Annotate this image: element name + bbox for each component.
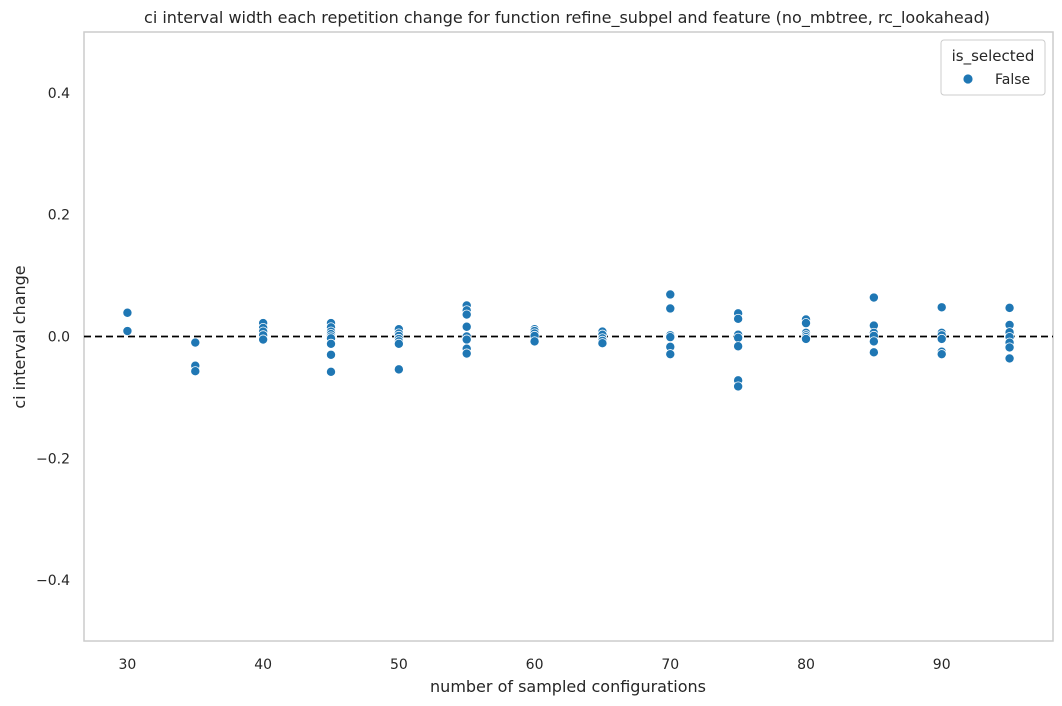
data-point <box>461 321 472 332</box>
x-tick-label: 30 <box>119 657 137 673</box>
data-point <box>733 313 744 324</box>
y-axis-label: ci interval change <box>10 265 29 408</box>
y-tick-label: 0.0 <box>48 330 70 346</box>
data-point <box>936 349 947 360</box>
data-point <box>1004 302 1015 313</box>
x-tick-label: 50 <box>390 657 408 673</box>
data-point <box>1004 342 1015 353</box>
data-point <box>868 347 879 358</box>
data-point <box>868 336 879 347</box>
data-point <box>529 336 540 347</box>
data-point <box>325 349 336 360</box>
data-point <box>733 332 744 343</box>
x-tick-label: 80 <box>797 657 815 673</box>
data-point <box>868 292 879 303</box>
scatter-points <box>122 289 1015 392</box>
y-tick-label: −0.4 <box>36 573 70 589</box>
data-point <box>190 366 201 377</box>
x-tick-label: 90 <box>933 657 951 673</box>
data-point <box>733 341 744 352</box>
data-point <box>665 303 676 314</box>
data-point <box>122 326 133 337</box>
chart-title: ci interval width each repetition change… <box>144 8 990 28</box>
data-point <box>665 289 676 300</box>
data-point <box>733 381 744 392</box>
y-tick-label: 0.2 <box>48 208 70 224</box>
data-point <box>393 338 404 349</box>
data-point <box>597 338 608 349</box>
data-point <box>325 366 336 377</box>
data-point <box>461 334 472 345</box>
legend-title: is_selected <box>952 47 1035 66</box>
x-axis-ticks: 30 40 50 60 70 80 90 <box>119 657 951 673</box>
data-point <box>190 337 201 348</box>
data-point <box>325 338 336 349</box>
x-tick-label: 60 <box>526 657 544 673</box>
data-point <box>122 307 133 318</box>
data-point <box>801 318 812 329</box>
data-point <box>936 333 947 344</box>
legend-entry-false: False <box>995 72 1030 88</box>
data-point <box>801 333 812 344</box>
x-tick-label: 70 <box>661 657 679 673</box>
legend: is_selected False <box>940 39 1046 96</box>
y-tick-label: −0.2 <box>36 451 70 467</box>
data-point <box>461 348 472 359</box>
data-point <box>1004 353 1015 364</box>
data-point <box>258 334 269 345</box>
data-point <box>665 349 676 360</box>
x-axis-label: number of sampled configurations <box>430 677 706 696</box>
y-axis-ticks: −0.4 −0.2 0.0 0.2 0.4 <box>36 86 70 589</box>
data-point <box>393 364 404 375</box>
data-point <box>665 332 676 343</box>
legend-marker <box>962 73 974 85</box>
x-tick-label: 40 <box>254 657 272 673</box>
y-tick-label: 0.4 <box>48 86 70 102</box>
data-point <box>936 302 947 313</box>
data-point <box>461 309 472 320</box>
